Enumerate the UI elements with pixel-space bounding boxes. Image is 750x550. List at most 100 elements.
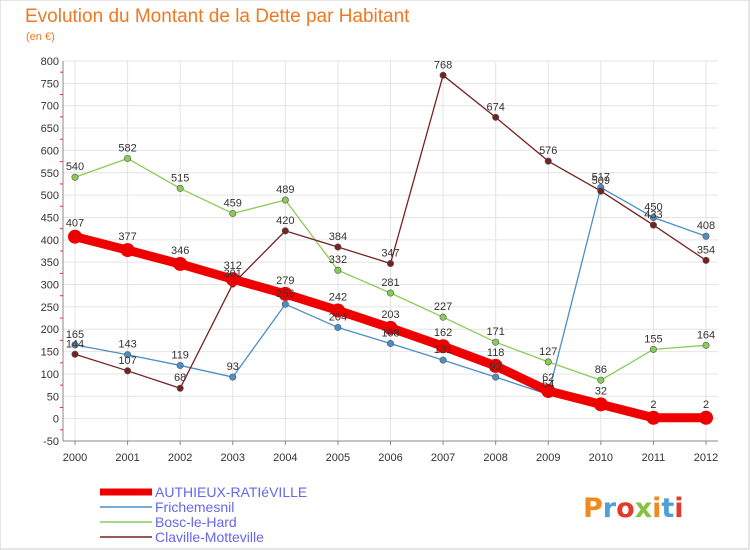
series-2-data-label: 576: [539, 145, 557, 157]
y-tick-label: 600: [41, 145, 59, 157]
series-3-point: [699, 410, 713, 425]
series-3-data-label: 242: [329, 291, 347, 303]
series-0-point: [229, 373, 237, 381]
x-tick-label: 2007: [431, 452, 455, 464]
x-tick-label: 2001: [115, 452, 139, 464]
series-1-point: [124, 154, 132, 162]
series-2: [71, 71, 710, 392]
legend: AUTHIEUX-RATIéVILLEFrichemesnilBosc-le-H…: [100, 484, 307, 545]
legend-item: Bosc-le-Hard: [100, 514, 237, 530]
series-2-data-label: 354: [697, 244, 715, 256]
x-tick-label: 2011: [642, 452, 666, 464]
series-2-point: [386, 260, 394, 268]
series-3-point: [120, 243, 135, 258]
series-2-point: [597, 187, 605, 195]
series-2-data-label: 107: [118, 355, 136, 367]
series-2-point: [334, 243, 342, 251]
x-tick-label: 2009: [536, 452, 560, 464]
series-3-data-label: 32: [595, 385, 607, 397]
x-tick-label: 2000: [63, 452, 87, 464]
series-2-point: [649, 221, 657, 229]
series-group: [68, 71, 713, 425]
series-1-point: [71, 173, 79, 181]
y-axis-ticks: -50 0 50 100 150 200 250 300 350 400 450 500 550 600 6…: [41, 56, 63, 448]
chart-title: Evolution du Montant de la Dette par Hab…: [25, 6, 410, 27]
y-tick-label: 450: [41, 212, 59, 224]
series-0-data-label: 119: [171, 349, 189, 361]
series-0-data-label: 93: [227, 361, 239, 373]
y-tick-label: 750: [41, 78, 59, 90]
y-tick-label: 650: [41, 123, 59, 135]
x-tick-label: 2005: [326, 452, 350, 464]
data-labels: 165 143 119 93 256 204 168 131 93 54 517 450 408 540 5…: [66, 59, 715, 410]
x-tick-label: 2003: [221, 452, 245, 464]
y-tick-label: 100: [41, 369, 59, 381]
series-3-data-label: 203: [381, 309, 399, 321]
legend-label: Frichemesnil: [155, 499, 234, 515]
series-2-point: [176, 384, 184, 392]
series-2-data-label: 384: [329, 231, 347, 243]
series-3-point: [541, 383, 556, 398]
series-3-data-label: 162: [434, 327, 452, 339]
x-tick-label: 2006: [378, 452, 402, 464]
series-1-point: [544, 358, 552, 366]
series-3-point: [68, 229, 82, 244]
series-3-data-label: 118: [487, 347, 505, 359]
series-1-point: [439, 313, 447, 321]
series-0-point: [71, 341, 79, 349]
y-tick-label: 50: [47, 391, 59, 403]
y-tick-label: 700: [41, 101, 59, 113]
y-tick-label: 250: [41, 302, 59, 314]
logo-text: Proxiti: [583, 493, 684, 524]
series-1-point: [492, 338, 500, 346]
grid: [63, 60, 718, 442]
series-3-point: [488, 358, 503, 373]
series-3-data-label: 312: [224, 260, 242, 272]
series-1-point: [229, 209, 237, 217]
x-tick-label: 2012: [694, 452, 718, 464]
series-0-point: [439, 356, 447, 364]
series-0-data-label: 204: [329, 311, 347, 323]
series-0-data-label: 131: [434, 344, 452, 356]
series-2-point: [281, 227, 289, 235]
series-0-point: [386, 340, 394, 348]
y-tick-label: 400: [41, 235, 59, 247]
series-2-data-label: 301: [224, 268, 242, 280]
legend-label: Bosc-le-Hard: [155, 514, 237, 530]
series-2-data-label: 68: [174, 372, 186, 384]
series-0-data-label: 517: [592, 172, 610, 184]
series-2-data-label: 347: [381, 248, 399, 260]
series-2-point: [71, 350, 79, 358]
series-3-data-label: 2: [650, 399, 656, 411]
series-1-point: [334, 266, 342, 274]
series-2-data-label: 144: [66, 338, 84, 350]
series-3-data-label: 407: [66, 218, 84, 230]
series-1-data-label: 540: [66, 161, 84, 173]
series-0-point: [176, 361, 184, 369]
series-0-data-label: 256: [276, 288, 294, 300]
series-1-data-label: 155: [644, 333, 662, 345]
series-2-data-label: 674: [486, 101, 504, 113]
x-tick-label: 2010: [589, 452, 613, 464]
y-tick-label: 350: [41, 257, 59, 269]
y-tick-label: 300: [41, 280, 59, 292]
legend-item: AUTHIEUX-RATIéVILLE: [100, 484, 307, 500]
series-3-point: [593, 397, 608, 412]
series-0-data-label: 450: [644, 201, 662, 213]
legend-item: Frichemesnil: [100, 499, 234, 515]
y-tick-label: 0: [53, 414, 59, 426]
series-1-point: [281, 196, 289, 204]
series-2-data-label: 420: [276, 215, 294, 227]
x-tick-label: 2002: [168, 452, 192, 464]
series-3-data-label: 279: [276, 275, 294, 287]
series-1: [71, 154, 710, 384]
series-2-point: [124, 367, 132, 375]
series-3-point: [646, 410, 661, 425]
x-axis-ticks: 2000 2001 2002 2003 2004 2005 2006 2007 2008 2009…: [63, 441, 718, 464]
series-1-data-label: 459: [224, 197, 242, 209]
x-tick-label: 2008: [483, 452, 507, 464]
series-0-point: [281, 300, 289, 308]
chart-subtitle: (en €): [26, 31, 55, 43]
